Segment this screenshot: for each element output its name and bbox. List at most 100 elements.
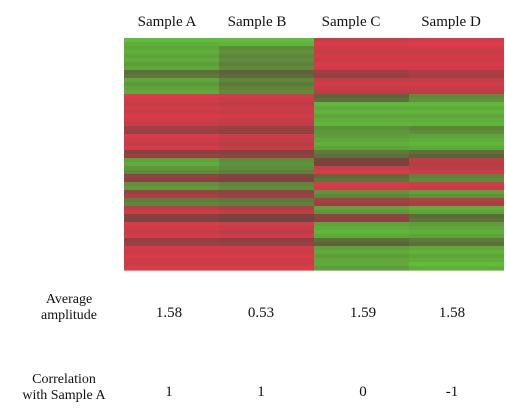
heatmap-cell [314,166,410,171]
heatmap-cell [219,78,315,83]
heatmap-cell [409,186,504,191]
heatmap-cell [409,190,504,195]
heatmap-cell [219,246,315,251]
heatmap-cell [124,266,220,271]
heatmap-cell [124,102,220,107]
heatmap-cell [314,70,410,75]
heatmap-cell [314,46,410,51]
heatmap-cell [124,242,220,247]
row-label-line: Correlation [32,372,96,387]
heatmap-cell [314,58,410,63]
heatmap-cell [409,142,504,147]
heatmap-cell [314,78,410,83]
heatmap-cell [124,262,220,267]
heatmap-cell [219,250,315,255]
heatmap-cell [124,174,220,179]
average-amplitude-sample-c: 1.59 [349,305,377,321]
heatmap-cell [124,98,220,103]
heatmap-cell [219,82,315,87]
heatmap-cell [314,102,410,107]
heatmap-cell [219,58,315,63]
heatmap-cell [219,178,315,183]
heatmap-cell [219,66,315,71]
correlation-sample-d: -1 [445,384,459,400]
heatmap-cell [409,50,504,55]
heatmap-cell [409,54,504,59]
heatmap-cell [219,70,315,75]
heatmap-cell [409,62,504,67]
heatmap-cell [219,126,315,131]
row-label-line: amplitude [41,308,97,323]
heatmap-cell [219,262,315,267]
column-header-sample-a: Sample A [137,14,197,30]
heatmap-cell [219,74,315,79]
heatmap-cell [409,206,504,211]
heatmap-cell [409,210,504,215]
row-label-correlation: Correlation with Sample A [9,372,119,404]
heatmap-cell [409,42,504,47]
heatmap-cell [314,222,410,227]
heatmap-cell [314,50,410,55]
heatmap-cell [409,78,504,83]
heatmap-cell [314,218,410,223]
heatmap-cell [314,234,410,239]
heatmap-cell [409,38,504,43]
heatmap-cell [314,226,410,231]
heatmap-cell [409,158,504,163]
heatmap-cell [219,54,315,59]
column-header-sample-c: Sample C [321,14,381,30]
heatmap-cell [314,62,410,67]
heatmap-cell [409,178,504,183]
row-label-line: with Sample A [22,388,106,403]
heatmap-cell [314,214,410,219]
heatmap-cell [314,130,410,135]
heatmap-cell [219,62,315,67]
heatmap-cell [124,90,220,95]
heatmap-cell [314,54,410,59]
heatmap-cell [124,126,220,131]
heatmap-cell [409,162,504,167]
heatmap-cell [314,94,410,99]
heatmap-cell [409,198,504,203]
heatmap-cell [219,150,315,155]
heatmap-cell [219,190,315,195]
heatmap-cell [124,86,220,91]
heatmap-cell [314,242,410,247]
heatmap-cell [219,202,315,207]
heatmap-cell [219,102,315,107]
heatmap-cell [409,258,504,263]
heatmap-cell [314,122,410,127]
heatmap-cell [314,114,410,119]
heatmap-cell [124,258,220,263]
heatmap-cell [409,202,504,207]
heatmap-cell [124,246,220,251]
heatmap-cell [314,38,410,43]
heatmap-cell [409,226,504,231]
heatmap-cell [219,98,315,103]
heatmap-cell [409,230,504,235]
heatmap-cell [314,138,410,143]
heatmap-cell [409,118,504,123]
heatmap-cell [314,238,410,243]
heatmap-cell [409,218,504,223]
heatmap-cell [219,226,315,231]
heatmap-cell [409,74,504,79]
heatmap-cell [219,50,315,55]
heatmap-cell [124,254,220,259]
heatmap-cell [124,130,220,135]
heatmap-cell [314,210,410,215]
heatmap-cell [314,106,410,111]
heatmap-cell [219,210,315,215]
heatmap-cell [124,146,220,151]
heatmap-cell [124,210,220,215]
heatmap-cell [409,174,504,179]
heatmap-cell [219,206,315,211]
heatmap-cell [124,238,220,243]
heatmap-cell [314,154,410,159]
correlation-sample-a: 1 [165,384,173,400]
average-amplitude-sample-d: 1.58 [438,305,466,321]
heatmap-cell [314,246,410,251]
heatmap-cell [409,110,504,115]
heatmap-cell [314,74,410,79]
